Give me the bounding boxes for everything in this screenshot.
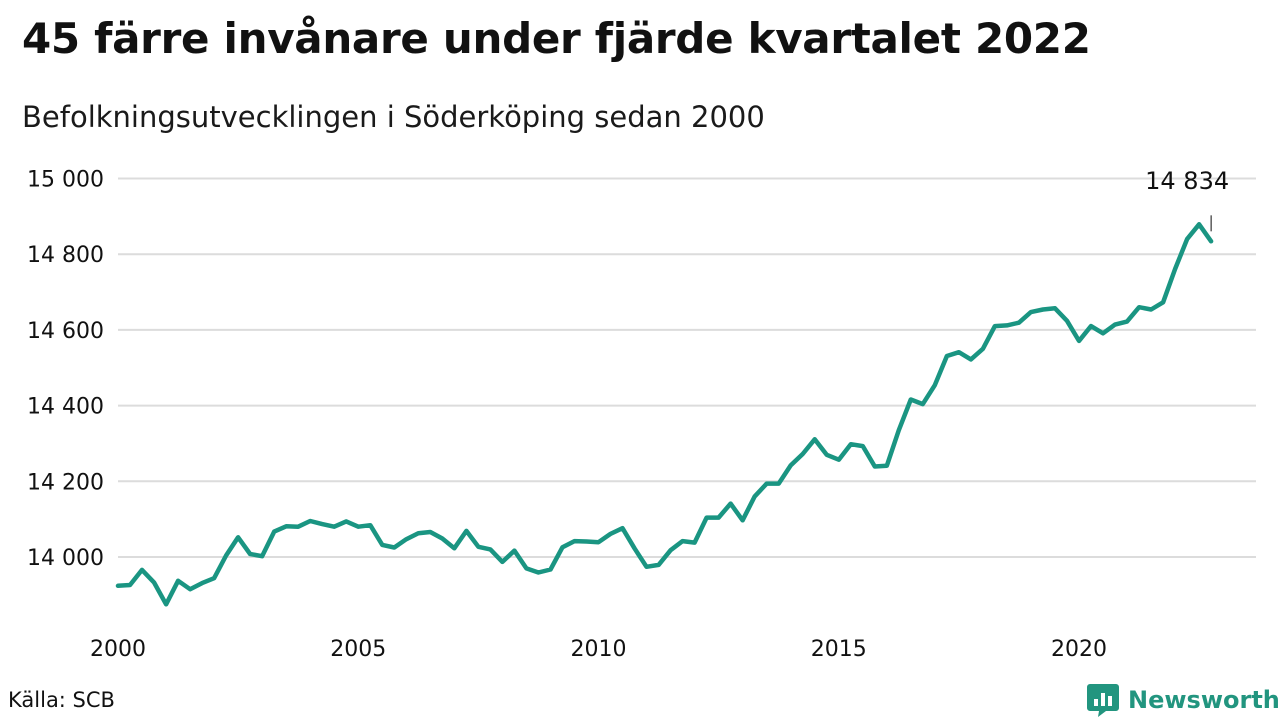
x-tick-label: 2015 [811, 637, 867, 662]
y-axis-tick-labels: 14 000 14 200 14 400 14 600 14 800 15 000 [27, 168, 104, 572]
newsworthy-logo-icon [1087, 684, 1119, 717]
x-tick-label: 2005 [330, 637, 386, 662]
y-tick-label: 15 000 [27, 168, 104, 193]
y-tick-label: 14 800 [27, 243, 104, 268]
brand-logo: Newsworthy [1086, 682, 1280, 718]
series-layer [115, 222, 1214, 607]
y-tick-label: 14 600 [27, 319, 104, 344]
x-tick-label: 2010 [571, 637, 627, 662]
chart-subtitle: Befolkningsutvecklingen i Söderköping se… [22, 100, 765, 134]
y-tick-label: 14 000 [27, 546, 104, 571]
y-tick-label: 14 200 [27, 470, 104, 495]
series-line [115, 222, 1214, 607]
x-axis-tick-labels: 2000 2005 2010 2015 2020 [90, 637, 1107, 662]
brand-name: Newsworthy [1128, 686, 1280, 714]
y-tick-label: 14 400 [27, 395, 104, 420]
gridlines [118, 177, 1256, 558]
x-tick-label: 2020 [1051, 637, 1107, 662]
x-tick-label: 2000 [90, 637, 146, 662]
annotation-layer: 14 834 [1145, 167, 1229, 232]
source-note: Källa: SCB [8, 688, 115, 712]
annotation-label: 14 834 [1145, 167, 1229, 195]
chart-title: 45 färre invånare under fjärde kvartalet… [22, 14, 1091, 63]
